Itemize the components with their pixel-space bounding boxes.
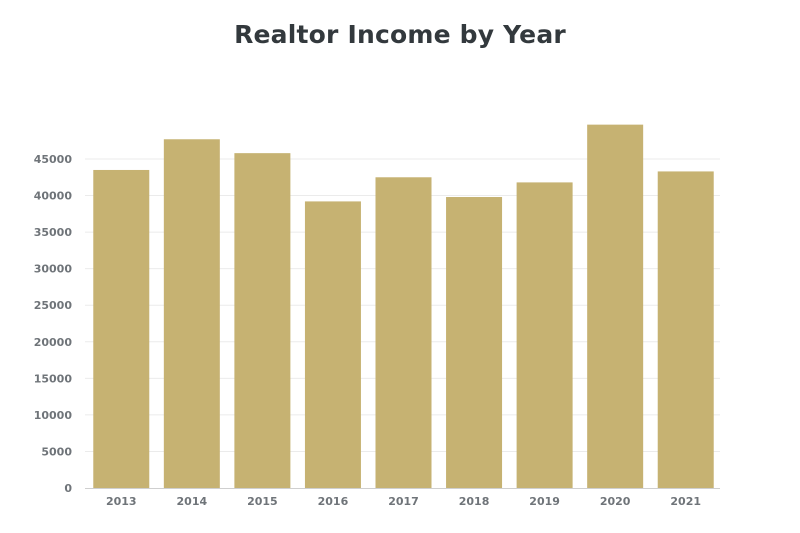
x-tick-label: 2016: [318, 495, 349, 508]
y-tick-label: 25000: [34, 299, 73, 312]
bars: [93, 124, 714, 489]
bar-2014: [163, 139, 220, 488]
y-tick-label: 20000: [34, 336, 73, 349]
y-tick-label: 40000: [34, 190, 73, 203]
x-tick-label: 2018: [459, 495, 490, 508]
bar-2021: [657, 171, 714, 488]
x-tick-label: 2014: [177, 495, 208, 508]
y-tick-label: 0: [64, 482, 72, 495]
bar-2020: [587, 124, 644, 488]
x-axis-ticks: 2013 2014 2015 2016 2017 2018 2019 2020 2021: [106, 495, 701, 508]
y-tick-label: 45000: [34, 153, 73, 166]
y-axis-ticks: 0 5000 10000 15000 20000 25000 30000 35000 40000…: [34, 153, 73, 495]
bar-2019: [516, 182, 573, 488]
y-tick-label: 30000: [34, 263, 73, 276]
y-tick-label: 15000: [34, 372, 73, 385]
y-tick-label: 10000: [34, 409, 73, 422]
x-tick-label: 2019: [529, 495, 560, 508]
bar-2016: [304, 201, 361, 488]
x-tick-label: 2015: [247, 495, 278, 508]
x-tick-label: 2021: [670, 495, 701, 508]
y-tick-label: 5000: [41, 445, 72, 458]
y-tick-label: 35000: [34, 226, 73, 239]
x-tick-label: 2013: [106, 495, 137, 508]
bar-2017: [375, 177, 432, 488]
bar-2018: [446, 197, 503, 489]
x-tick-label: 2017: [388, 495, 419, 508]
chart-title: Realtor Income by Year: [234, 20, 566, 49]
bar-2015: [234, 153, 291, 488]
x-tick-label: 2020: [600, 495, 631, 508]
bar-2013: [93, 169, 150, 488]
